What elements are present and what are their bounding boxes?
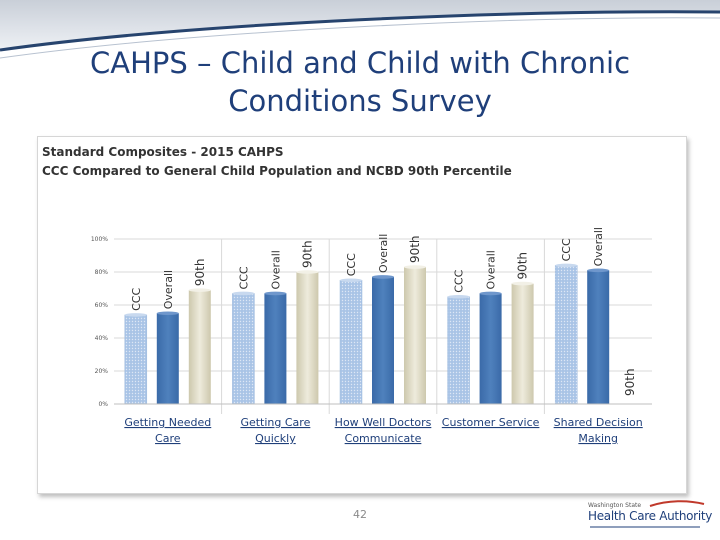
hca-logo: Washington State Health Care Authority [588, 500, 712, 530]
bar-top [479, 291, 502, 296]
bar-top [404, 265, 426, 269]
bar-chart: 0% 20% 40% 60% 80% 100% CCC Overall 90th CCC Overa… [91, 227, 652, 445]
bar-label: CCC [130, 288, 143, 311]
logo-state-text: Washington State [588, 502, 642, 509]
bar-label: 90th [300, 240, 314, 268]
bar-overall [372, 276, 394, 404]
bar-label: Overall [269, 250, 282, 289]
bar-overall [479, 293, 502, 404]
bar-top [188, 288, 211, 292]
chart-subtitle: CCC Compared to General Child Population… [42, 164, 512, 178]
bar-overall [156, 313, 179, 404]
y-tick-label: 40% [95, 335, 109, 342]
bar-label: 90th [193, 259, 207, 287]
bar-top [296, 270, 319, 274]
page-number: 42 [353, 508, 367, 521]
bar-top [587, 268, 610, 273]
x-category-label: Getting Care Quickly [240, 416, 310, 445]
bar-90th [511, 283, 534, 404]
bar-overall [264, 293, 287, 404]
bar-ccc [339, 280, 363, 405]
bar-top [124, 313, 147, 317]
chart-frame: Standard Composites - 2015 CAHPS CCC Com… [37, 136, 687, 494]
chart-title: Standard Composites - 2015 CAHPS [42, 145, 284, 159]
bar-label: CCC [237, 266, 250, 289]
y-tick-label: 20% [95, 368, 109, 375]
bar-top [264, 291, 287, 296]
bar-label: 90th [623, 368, 637, 396]
bar-label: Overall [377, 234, 390, 273]
bar-ccc [232, 293, 255, 405]
bar-top [340, 278, 362, 283]
bar-top [156, 311, 179, 316]
bar-90th [188, 290, 211, 404]
bar-label: CCC [560, 238, 573, 261]
bar-label: CCC [453, 269, 466, 292]
y-tick-label: 0% [98, 401, 108, 408]
bar-label: Overall [485, 250, 498, 289]
slide-title: CAHPS – Child and Child with Chronic Con… [89, 46, 631, 118]
bar-top [372, 275, 394, 279]
bar-overall [587, 270, 610, 404]
x-category-label: Getting Needed Care [124, 416, 211, 445]
x-category-label: How Well Doctors Communicate [335, 416, 432, 445]
bar-top [511, 281, 534, 286]
bar-label: Overall [162, 270, 175, 309]
bar-top [232, 291, 255, 296]
logo-swoosh-icon [590, 500, 705, 528]
bar-ccc [447, 296, 470, 405]
bar-top [447, 294, 470, 299]
bar-label: 90th [408, 235, 422, 263]
x-category-label: Shared Decision Making [554, 416, 643, 445]
bar-90th [296, 272, 319, 404]
bar-ccc [124, 314, 148, 405]
bar-top [555, 263, 578, 268]
bar-90th [404, 267, 426, 404]
x-category-label: Customer Service [442, 416, 540, 429]
bar-label: 90th [516, 252, 530, 280]
y-tick-label: 80% [95, 269, 109, 276]
logo-name-text: Health Care Authority [588, 509, 713, 523]
slide-header-band [0, 0, 720, 70]
y-tick-label: 100% [91, 236, 108, 243]
chart-title-block: Standard Composites - 2015 CAHPS CCC Com… [42, 143, 512, 181]
bar-label: Overall [592, 227, 605, 266]
bar-ccc [554, 265, 578, 405]
bar-label: CCC [345, 253, 358, 276]
y-tick-label: 60% [95, 302, 109, 309]
